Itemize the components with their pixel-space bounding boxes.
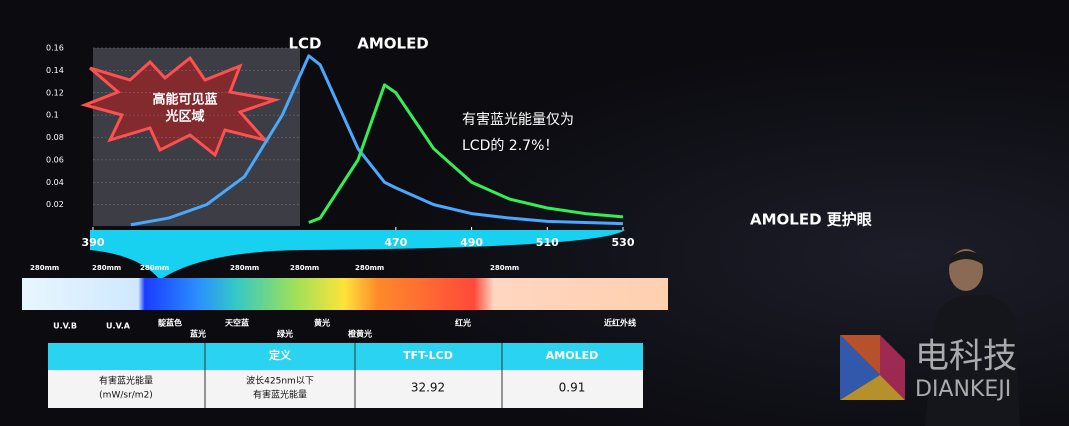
band-label: U.V.A: [106, 322, 131, 331]
band-label: U.V.B: [53, 322, 77, 331]
annotation: 有害蓝光能量仅为: [462, 112, 574, 128]
table-cell: 0.91: [559, 381, 586, 395]
region-label: 光区域: [164, 109, 204, 125]
table-cell: 有害蓝光能量: [99, 375, 153, 387]
table-header-cell: TFT-LCD: [403, 349, 453, 362]
x-tick-label: 530: [612, 236, 635, 249]
starburst: [80, 55, 281, 158]
y-tick-label: 0.16: [46, 44, 64, 53]
y-tick-label: 0.04: [46, 178, 64, 187]
series-line: [308, 83, 624, 224]
wavelength-label: 280mm: [30, 264, 59, 272]
wavelength-label: 280mm: [230, 264, 259, 272]
wavelength-label: 280mm: [355, 264, 384, 272]
band-label: 天空蓝: [225, 318, 249, 328]
band-label: 红光: [455, 318, 471, 328]
y-tick-label: 0.02: [46, 200, 64, 209]
y-tick-label: 0.06: [46, 155, 64, 164]
band-label: 近红外线: [604, 318, 636, 328]
annotation: LCD的 2.7%！: [462, 138, 558, 154]
table-cell: 32.92: [411, 381, 445, 395]
x-tick-label: 510: [536, 236, 559, 249]
x-tick-label: 470: [384, 236, 407, 249]
band-label: 绿光: [277, 329, 293, 339]
logo-subtitle: DIANKEJI: [915, 377, 1011, 402]
wavelength-label: 280mm: [140, 264, 169, 272]
region-label: 高能可见蓝: [152, 92, 217, 108]
wavelength-label: 280mm: [92, 264, 121, 272]
y-tick-label: 0.12: [46, 88, 64, 97]
table-cell: 波长425nm以下: [246, 375, 314, 387]
band-label: 橙黄光: [348, 329, 372, 339]
wavelength-label: 280mm: [290, 264, 319, 272]
legend-label: LCD: [288, 35, 321, 53]
table-header: [48, 343, 643, 370]
side-text: AMOLED 更护眼: [750, 211, 872, 229]
table-cell: (mW/sr/m2): [99, 391, 153, 401]
table-header-cell: 定义: [269, 348, 292, 362]
axis-band: [90, 230, 625, 280]
series-line: [130, 54, 624, 227]
presenter: [925, 249, 1020, 426]
y-tick-label: 0.1: [46, 111, 59, 120]
table-header-cell: AMOLED: [546, 349, 598, 362]
band-label: 黄光: [314, 318, 330, 328]
logo-title: 电科技: [915, 337, 1017, 377]
band-label: 蓝光: [190, 329, 206, 339]
x-tick-label: 490: [460, 236, 483, 249]
legend-label: AMOLED: [357, 35, 429, 53]
y-tick-label: 0.08: [46, 133, 64, 142]
table-body: [48, 370, 643, 408]
spectrum-bar: [22, 278, 668, 310]
wavelength-label: 280mm: [490, 264, 519, 272]
x-tick-label: 390: [82, 236, 105, 249]
band-label: 靛蓝色: [158, 318, 182, 328]
table-cell: 有害蓝光能量: [253, 389, 307, 401]
logo: [840, 335, 905, 400]
y-tick-label: 0.14: [46, 66, 64, 75]
